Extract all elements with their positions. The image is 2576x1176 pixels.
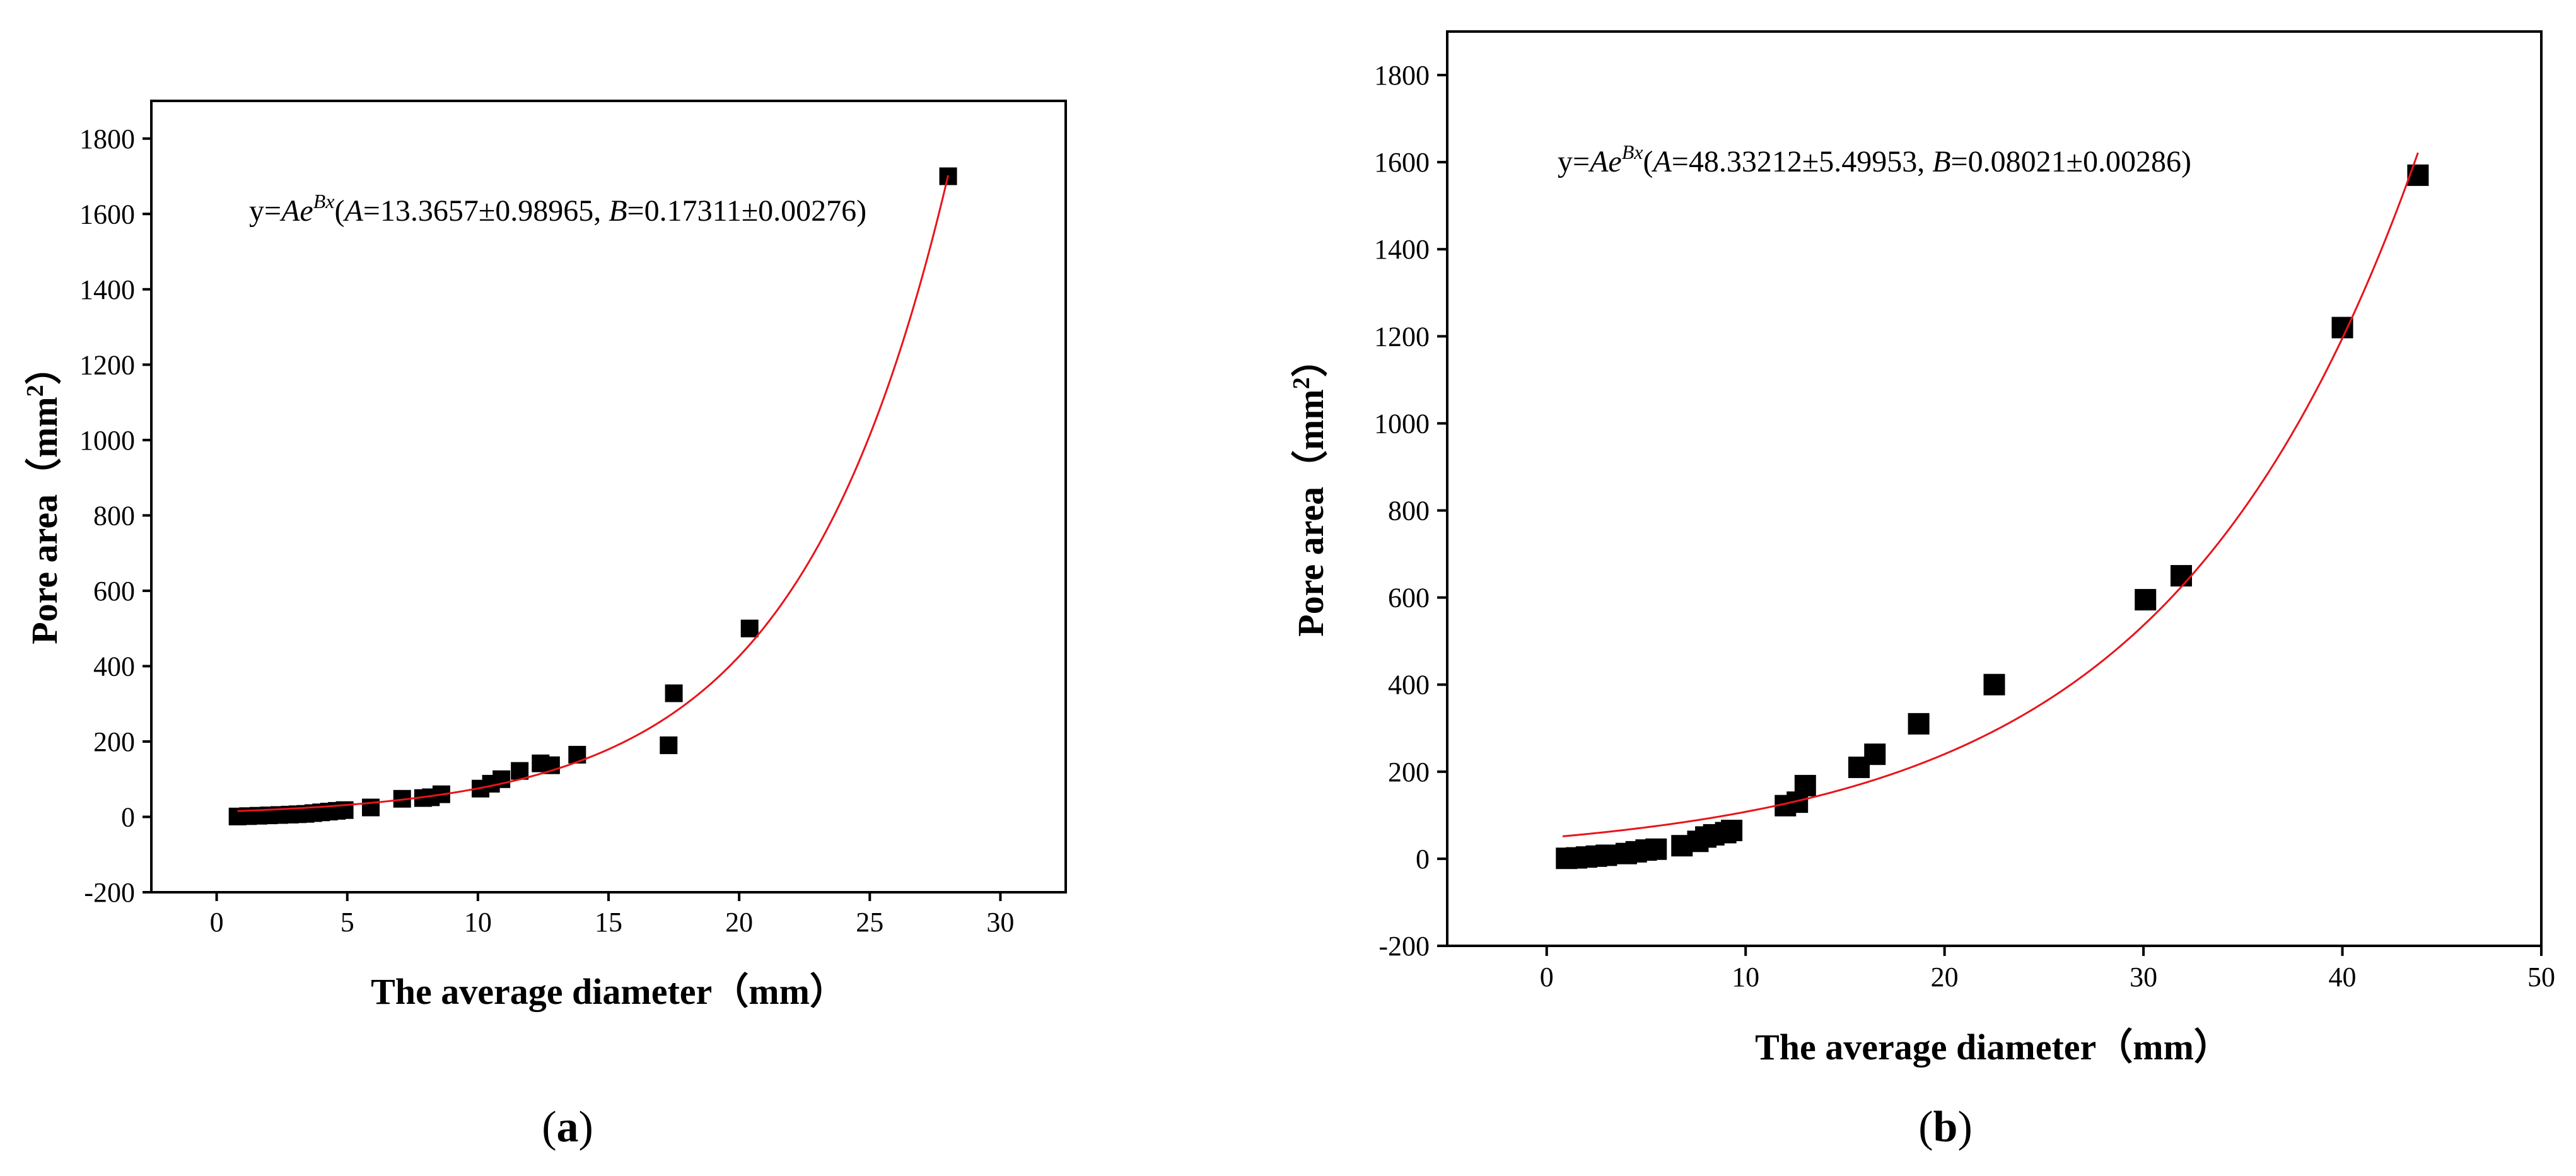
y-tick-label: 1200 bbox=[79, 349, 135, 380]
y-tick-label: 1600 bbox=[1374, 147, 1430, 178]
y-tick-label: 1800 bbox=[79, 124, 135, 154]
chart-a-panel-label: (a) bbox=[542, 1103, 593, 1151]
data-point bbox=[1721, 820, 1743, 842]
y-tick-label: 600 bbox=[1388, 583, 1430, 614]
chart-b-xlabel: The average diameter（mm） bbox=[1755, 1027, 2230, 1068]
x-tick-label: 20 bbox=[725, 907, 753, 938]
data-point bbox=[362, 798, 380, 817]
y-tick-label: 1400 bbox=[79, 274, 135, 305]
y-tick-label: 1400 bbox=[1374, 234, 1430, 265]
x-tick-label: 5 bbox=[341, 907, 354, 938]
y-tick-label: 0 bbox=[121, 801, 135, 832]
y-tick-label: 200 bbox=[1388, 757, 1430, 788]
y-tick-label: 800 bbox=[1388, 496, 1430, 527]
chart-a-fit-curve bbox=[237, 175, 950, 812]
x-tick-label: 10 bbox=[1732, 962, 1759, 993]
data-point bbox=[1794, 774, 1816, 796]
chart-b-panel-label: (b) bbox=[1918, 1103, 1973, 1151]
chart-b-frame bbox=[1446, 30, 2543, 947]
chart-b-tick-labels: 0 10 20 30 40 50 -200 0 200 400 600 800 1000 1200 1400… bbox=[1374, 60, 2555, 993]
x-tick-label: 20 bbox=[1931, 962, 1959, 993]
data-point bbox=[1908, 713, 1930, 735]
data-point bbox=[2331, 317, 2353, 339]
y-tick-label: -200 bbox=[84, 877, 135, 908]
x-tick-label: 30 bbox=[2130, 962, 2157, 993]
y-tick-label: 0 bbox=[1416, 844, 1430, 875]
chart-b-fit-curve bbox=[1562, 152, 2419, 837]
x-tick-label: 25 bbox=[856, 907, 883, 938]
x-tick-label: 50 bbox=[2527, 962, 2555, 993]
y-tick-label: 200 bbox=[93, 726, 135, 757]
chart-b-ylabel: Pore area（mm2） bbox=[1288, 341, 1331, 636]
y-tick-label: 1600 bbox=[79, 199, 135, 230]
y-tick-label: 800 bbox=[93, 500, 135, 531]
x-tick-label: 30 bbox=[986, 907, 1014, 938]
y-tick-label: 1800 bbox=[1374, 60, 1430, 91]
data-point bbox=[2135, 589, 2157, 611]
chart-b: 0 10 20 30 40 50 -200 0 200 400 600 800 1000 1200 1400… bbox=[1288, 30, 2555, 1151]
data-point bbox=[740, 619, 759, 637]
chart-a: 0 5 10 15 20 25 30 -200 0 200 400 600 800 1000 1200 140… bbox=[22, 100, 1067, 1151]
y-tick-label: 400 bbox=[93, 651, 135, 682]
data-point bbox=[511, 762, 529, 780]
y-tick-label: 1000 bbox=[79, 425, 135, 456]
data-point bbox=[660, 736, 678, 754]
data-point bbox=[665, 684, 683, 702]
chart-a-tick-labels: 0 5 10 15 20 25 30 -200 0 200 400 600 800 1000 1200 140… bbox=[79, 124, 1014, 938]
y-tick-label: 400 bbox=[1388, 670, 1430, 701]
x-tick-label: 40 bbox=[2329, 962, 2357, 993]
chart-b-equation: y=AeBx(A=48.33212±5.49953, B=0.08021±0.0… bbox=[1558, 141, 2191, 178]
data-point bbox=[1645, 838, 1667, 860]
x-tick-label: 0 bbox=[210, 907, 224, 938]
chart-a-ylabel: Pore area（mm2） bbox=[22, 348, 65, 644]
x-tick-label: 15 bbox=[595, 907, 622, 938]
x-tick-label: 0 bbox=[1540, 962, 1554, 993]
y-tick-label: -200 bbox=[1378, 931, 1430, 962]
y-tick-label: 1200 bbox=[1374, 321, 1430, 352]
data-point bbox=[1864, 743, 1886, 766]
chart-a-xlabel: The average diameter（mm） bbox=[371, 971, 846, 1012]
chart-b-points bbox=[1556, 164, 2429, 870]
data-point bbox=[1595, 844, 1617, 866]
y-tick-label: 1000 bbox=[1374, 408, 1430, 439]
data-point bbox=[1983, 673, 2005, 696]
chart-a-points bbox=[228, 167, 957, 825]
data-point bbox=[568, 745, 586, 764]
data-point bbox=[2171, 565, 2193, 587]
chart-b-ticks bbox=[1437, 74, 2543, 956]
y-tick-label: 600 bbox=[93, 576, 135, 607]
chart-a-equation: y=AeBx(A=13.3657±0.98965, B=0.17311±0.00… bbox=[249, 190, 866, 228]
x-tick-label: 10 bbox=[464, 907, 492, 938]
chart-a-ticks bbox=[143, 137, 1002, 901]
